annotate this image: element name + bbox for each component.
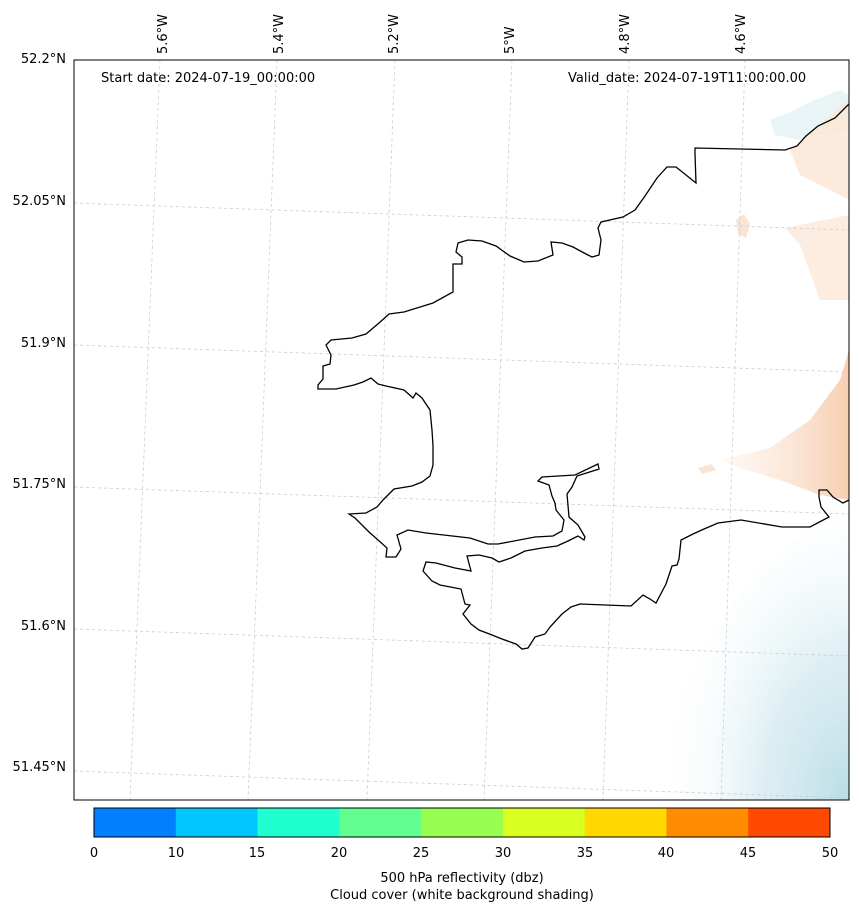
colorbar-segment (666, 808, 749, 837)
reflectivity-shading-east (720, 350, 849, 500)
lat-tick-label: 52.2°N (20, 52, 66, 67)
valid-date-label: Valid_date: 2024-07-19T11:00:00.00 (568, 71, 807, 86)
colorbar-segment (339, 808, 422, 837)
colorbar-tick-label: 30 (494, 846, 512, 861)
lon-tick-label: 5.2°W (387, 13, 402, 54)
colorbar-sublabel: Cloud cover (white background shading) (330, 888, 594, 903)
colorbar-tick-label: 45 (739, 846, 757, 861)
colorbar-tick-label: 20 (330, 846, 348, 861)
lat-tick-label: 51.9°N (20, 336, 66, 351)
colorbar-segment (584, 808, 667, 837)
colorbar-tick-label: 50 (821, 846, 839, 861)
colorbar-segment (175, 808, 259, 837)
gridline-lon-5.2 (366, 60, 396, 800)
gridline-lon-5.0 (483, 60, 513, 800)
start-date-label: Start date: 2024-07-19_00:00:00 (101, 71, 316, 86)
gridline-lon-5.6 (129, 60, 161, 800)
gridline-lon-4.8 (602, 60, 630, 800)
map-border (73, 59, 850, 801)
lat-tick-label: 51.75°N (12, 477, 66, 492)
colorbar (94, 808, 831, 837)
reflectivity-shading-north (790, 100, 849, 200)
colorbar-tick-label: 35 (576, 846, 594, 861)
colorbar-segment (748, 808, 831, 837)
colorbar-segment (421, 808, 504, 837)
colorbar-segment (94, 808, 177, 837)
lon-tick-label: 4.8°W (618, 13, 633, 54)
reflectivity-shading-patch (736, 214, 750, 238)
lat-tick-label: 51.45°N (12, 760, 66, 775)
cloud-cover-shading (655, 480, 849, 800)
colorbar-segment (257, 808, 340, 837)
reflectivity-shading-streak (698, 464, 716, 474)
gridline-lat-51.9 (74, 344, 849, 373)
lon-tick-label: 5.4°W (272, 13, 287, 54)
colorbar-tick-label: 15 (248, 846, 266, 861)
colorbar-tick-label: 25 (412, 846, 430, 861)
colorbar-tick-label: 40 (657, 846, 675, 861)
coastline (317, 103, 849, 650)
lon-tick-label: 5.6°W (156, 13, 171, 54)
map-area (74, 60, 849, 800)
gridline-lat-51.75 (74, 486, 849, 515)
colorbar-border (93, 807, 831, 838)
gridline-lat-52.05 (74, 202, 849, 231)
reflectivity-shading-mid (785, 215, 849, 300)
colorbar-tick-label: 0 (89, 846, 99, 861)
lat-tick-label: 52.05°N (12, 194, 66, 209)
lat-tick-label: 51.6°N (20, 619, 66, 634)
colorbar-tick-label: 10 (167, 846, 185, 861)
colorbar-label: 500 hPa reflectivity (dbz) (380, 871, 544, 886)
lon-tick-label: 5°W (503, 26, 518, 54)
colorbar-segment (502, 808, 586, 837)
lon-tick-label: 4.6°W (734, 13, 749, 54)
gridline-lon-5.4 (247, 60, 278, 800)
